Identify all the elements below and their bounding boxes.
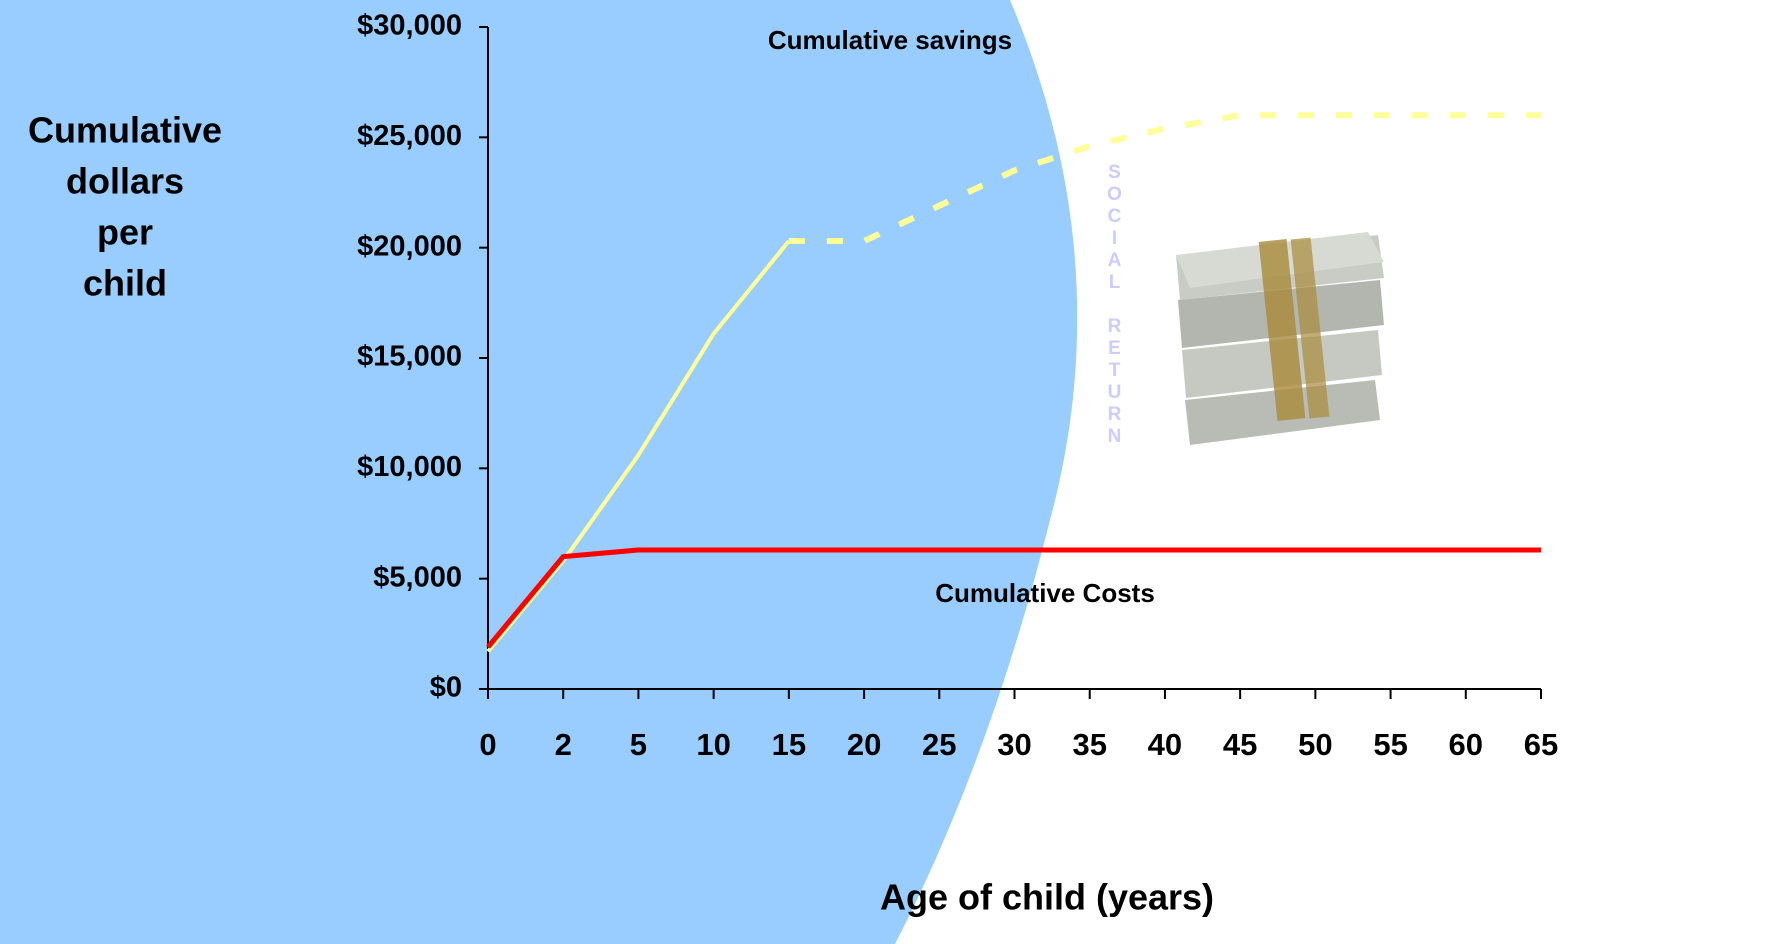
money-stack bbox=[1176, 232, 1384, 445]
chart: Cumulative savings Cumulative Costs Age … bbox=[0, 0, 1766, 944]
page: Cumulative savings Cumulative Costs Age … bbox=[0, 0, 1766, 944]
annotation: SOCIAL RETURN bbox=[1103, 162, 1125, 448]
x-tick-label: 40 bbox=[1148, 727, 1182, 762]
y-tick-label: $15,000 bbox=[357, 341, 462, 373]
y-axis-title: dollars bbox=[66, 161, 184, 202]
x-tick-label: 2 bbox=[555, 727, 572, 762]
x-axis-title: Age of child (years) bbox=[880, 877, 1214, 918]
x-tick-label: 50 bbox=[1298, 727, 1332, 762]
x-tick-label: 60 bbox=[1449, 727, 1483, 762]
y-axis-title: Cumulative bbox=[28, 110, 222, 151]
y-tick-label: $5,000 bbox=[373, 561, 462, 593]
x-tick-label: 35 bbox=[1072, 727, 1106, 762]
x-tick-label: 5 bbox=[630, 727, 647, 762]
y-axis-title: child bbox=[83, 263, 167, 304]
y-tick-label: $30,000 bbox=[357, 10, 462, 42]
y-tick-label: $25,000 bbox=[357, 120, 462, 152]
x-tick-label: 10 bbox=[696, 727, 730, 762]
x-tick-label: 65 bbox=[1524, 727, 1558, 762]
annotation: Cumulative savings bbox=[768, 25, 1012, 55]
x-tick-label: 0 bbox=[479, 727, 496, 762]
annotation: Cumulative Costs bbox=[935, 578, 1155, 608]
x-tick-label: 55 bbox=[1373, 727, 1407, 762]
x-tick-label: 25 bbox=[922, 727, 956, 762]
y-tick-label: $20,000 bbox=[357, 230, 462, 262]
x-tick-label: 20 bbox=[847, 727, 881, 762]
y-tick-label: $10,000 bbox=[357, 451, 462, 483]
y-tick-label: $0 bbox=[430, 672, 462, 704]
x-tick-label: 30 bbox=[997, 727, 1031, 762]
y-axis-title: per bbox=[97, 212, 153, 253]
x-tick-label: 15 bbox=[772, 727, 806, 762]
x-tick-label: 45 bbox=[1223, 727, 1257, 762]
